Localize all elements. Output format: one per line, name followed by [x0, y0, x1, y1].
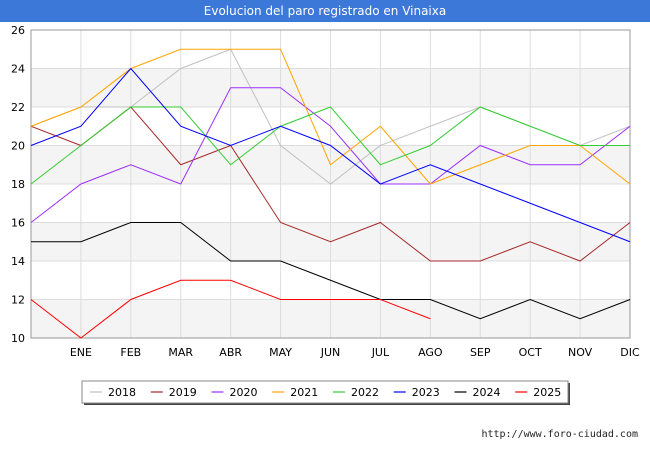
- series-line-2020: [30, 87, 631, 223]
- legend-label-2025: 2025: [533, 386, 561, 399]
- legend-label-2018: 2018: [108, 386, 136, 399]
- legend-label-2022: 2022: [351, 386, 379, 399]
- chart-title: Evolucion del paro registrado en Vinaixa: [0, 0, 650, 22]
- legend-box: [81, 380, 569, 404]
- series-line-2025: [30, 279, 431, 339]
- source-url: http://www.foro-ciudad.com: [481, 429, 638, 440]
- legend-label-2024: 2024: [473, 386, 501, 399]
- x-tick-label: JUL: [371, 346, 390, 359]
- x-tick-label: NOV: [568, 346, 593, 359]
- legend-label-2023: 2023: [412, 386, 440, 399]
- x-tick-label: JUN: [320, 346, 341, 359]
- y-tick-label: 20: [11, 140, 25, 153]
- x-tick-label: SEP: [470, 346, 491, 359]
- y-tick-label: 26: [11, 24, 25, 37]
- legend-label-2020: 2020: [230, 386, 258, 399]
- legend-label-2021: 2021: [290, 386, 318, 399]
- y-tick-label: 16: [11, 217, 25, 230]
- x-tick-label: MAR: [168, 346, 193, 359]
- y-tick-label: 18: [11, 178, 25, 191]
- series-line-2023: [30, 67, 631, 243]
- legend-label-2019: 2019: [169, 386, 197, 399]
- y-axis-ticks: 10 12 14 16 18 20 22 24 26: [11, 24, 25, 345]
- x-tick-label: ENE: [70, 346, 92, 359]
- x-tick-label: MAY: [269, 346, 292, 359]
- y-tick-label: 24: [11, 63, 25, 76]
- y-tick-label: 14: [11, 255, 25, 268]
- y-tick-label: 10: [11, 332, 25, 345]
- x-tick-label: ABR: [219, 346, 242, 359]
- series-line-2022: [30, 106, 630, 185]
- y-tick-label: 12: [11, 294, 25, 307]
- x-tick-label: OCT: [519, 346, 542, 359]
- series-lines: [30, 48, 631, 339]
- y-tick-label: 22: [11, 101, 25, 114]
- x-tick-label: FEB: [120, 346, 141, 359]
- x-tick-label: AGO: [418, 346, 443, 359]
- x-tick-label: DIC: [620, 346, 640, 359]
- series-line-2024: [31, 222, 631, 320]
- x-axis-ticks: ENE FEB MAR ABR MAY JUN JUL AGO SEP OCT NOV DIC: [70, 346, 640, 359]
- legend: 2018 2019 2020 2021 2022 2023 2024 2025: [81, 380, 570, 405]
